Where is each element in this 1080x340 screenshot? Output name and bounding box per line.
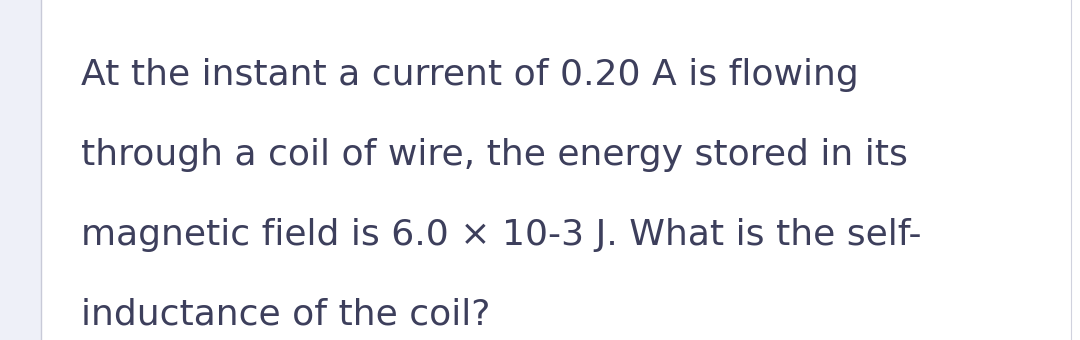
Text: through a coil of wire, the energy stored in its: through a coil of wire, the energy store… bbox=[81, 138, 908, 172]
Bar bbox=[0, 0, 41, 340]
Text: At the instant a current of 0.20 A is flowing: At the instant a current of 0.20 A is fl… bbox=[81, 58, 859, 92]
Text: inductance of the coil?: inductance of the coil? bbox=[81, 298, 490, 332]
Text: magnetic field is 6.0 × 10-3 J. What is the self-: magnetic field is 6.0 × 10-3 J. What is … bbox=[81, 218, 921, 252]
